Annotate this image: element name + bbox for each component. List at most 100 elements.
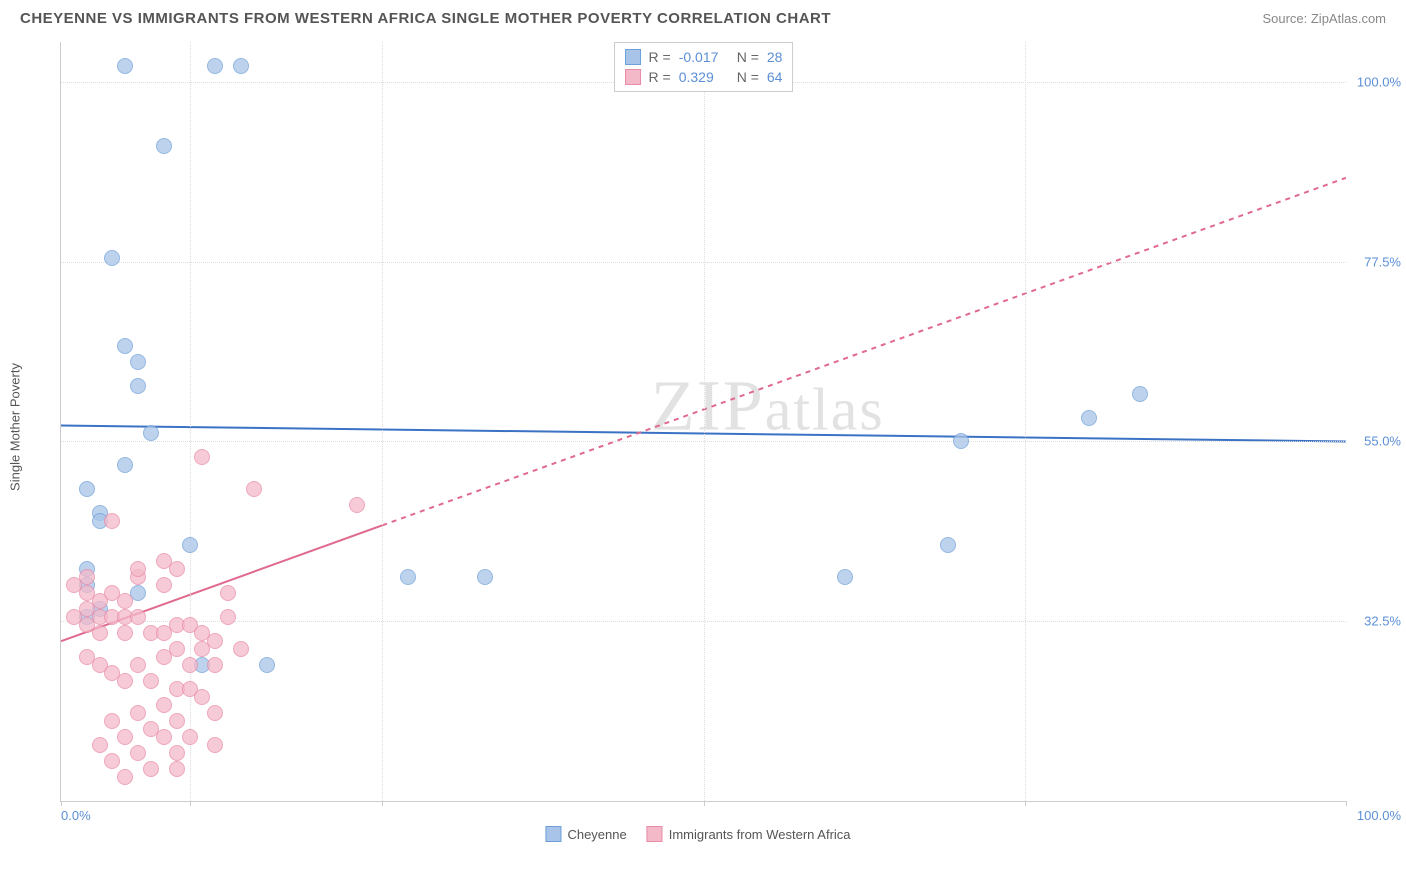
data-point [233,641,249,657]
legend-r-value: -0.017 [679,49,729,65]
watermark: ZIPatlas [651,365,885,448]
gridline-v [704,42,705,801]
legend-series-label: Immigrants from Western Africa [669,827,851,842]
data-point [182,537,198,553]
data-point [169,745,185,761]
chart-source: Source: ZipAtlas.com [1262,11,1386,26]
y-tick-label: 100.0% [1357,74,1401,89]
gridline-v [1025,42,1026,801]
data-point [104,250,120,266]
legend-correlation: R = -0.017 N = 28 R = 0.329 N = 64 [614,42,794,92]
x-tick-mark [1346,801,1347,806]
y-tick-label: 32.5% [1364,614,1401,629]
x-tick-mark [704,801,705,806]
legend-n-value: 64 [767,69,783,85]
data-point [130,609,146,625]
legend-n-label: N = [737,49,759,65]
data-point [130,561,146,577]
data-point [92,625,108,641]
data-point [104,513,120,529]
data-point [117,58,133,74]
data-point [169,761,185,777]
x-tick-label: 100.0% [1357,808,1401,823]
data-point [156,577,172,593]
data-point [156,729,172,745]
data-point [143,761,159,777]
y-tick-label: 77.5% [1364,254,1401,269]
legend-correlation-row: R = -0.017 N = 28 [625,47,783,67]
data-point [1081,410,1097,426]
data-point [156,138,172,154]
data-point [182,729,198,745]
data-point [130,745,146,761]
legend-r-value: 0.329 [679,69,729,85]
data-point [207,657,223,673]
data-point [194,689,210,705]
data-point [104,753,120,769]
chart-header: CHEYENNE VS IMMIGRANTS FROM WESTERN AFRI… [0,0,1406,32]
legend-swatch [647,826,663,842]
data-point [194,449,210,465]
data-point [220,585,236,601]
legend-correlation-row: R = 0.329 N = 64 [625,67,783,87]
plot-area: ZIPatlas R =-0.017N =28R =0.329N =64 32.… [60,42,1346,802]
data-point [837,569,853,585]
data-point [259,657,275,673]
x-tick-mark [1025,801,1026,806]
legend-swatch [545,826,561,842]
data-point [400,569,416,585]
y-axis-label: Single Mother Poverty [8,363,23,491]
x-tick-mark [190,801,191,806]
legend-series: Cheyenne Immigrants from Western Africa [545,826,850,842]
data-point [130,657,146,673]
data-point [117,729,133,745]
y-tick-label: 55.0% [1364,434,1401,449]
data-point [117,338,133,354]
data-point [220,609,236,625]
data-point [182,657,198,673]
data-point [92,737,108,753]
data-point [194,641,210,657]
legend-swatch [625,49,641,65]
chart-title: CHEYENNE VS IMMIGRANTS FROM WESTERN AFRI… [20,10,831,27]
data-point [79,481,95,497]
data-point [233,58,249,74]
legend-r-label: R = [649,49,671,65]
legend-swatch [625,69,641,85]
legend-series-item: Immigrants from Western Africa [647,826,851,842]
gridline-v [382,42,383,801]
data-point [349,497,365,513]
data-point [169,561,185,577]
legend-series-item: Cheyenne [545,826,626,842]
data-point [953,433,969,449]
data-point [143,673,159,689]
data-point [156,649,172,665]
data-point [207,737,223,753]
data-point [117,625,133,641]
legend-series-label: Cheyenne [567,827,626,842]
data-point [156,697,172,713]
data-point [940,537,956,553]
data-point [117,769,133,785]
data-point [207,705,223,721]
x-tick-label: 0.0% [61,808,91,823]
data-point [246,481,262,497]
data-point [117,593,133,609]
legend-n-value: 28 [767,49,783,65]
data-point [130,354,146,370]
data-point [130,378,146,394]
data-point [117,457,133,473]
chart-container: Single Mother Poverty ZIPatlas R =-0.017… [50,32,1346,822]
data-point [117,673,133,689]
data-point [1132,386,1148,402]
data-point [104,713,120,729]
data-point [130,705,146,721]
data-point [477,569,493,585]
legend-r-label: R = [649,69,671,85]
data-point [169,713,185,729]
data-point [207,58,223,74]
x-tick-mark [61,801,62,806]
legend-n-label: N = [737,69,759,85]
data-point [143,425,159,441]
x-tick-mark [382,801,383,806]
